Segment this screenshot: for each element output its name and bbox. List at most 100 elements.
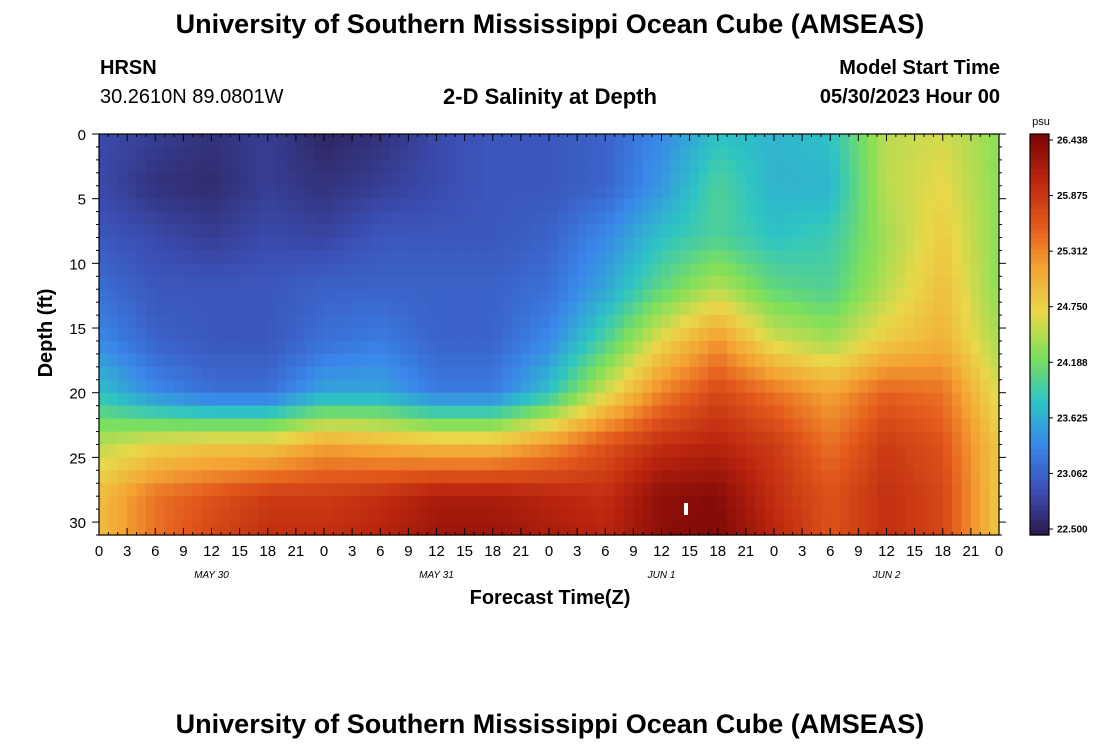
heatmap-cell: [858, 418, 869, 433]
heatmap-cell: [614, 159, 625, 174]
heatmap-cell: [295, 444, 306, 458]
heatmap-cell: [792, 211, 803, 226]
heatmap-cell: [155, 250, 166, 264]
heatmap-cell: [427, 418, 438, 433]
heatmap-cell: [258, 224, 269, 239]
heatmap-cell: [764, 263, 775, 277]
heatmap-cell: [352, 457, 363, 471]
heatmap-cell: [127, 353, 138, 368]
heatmap-cell: [736, 172, 747, 187]
heatmap-cell: [492, 431, 503, 446]
heatmap-cell: [717, 250, 728, 264]
heatmap-cell: [680, 211, 691, 226]
heatmap-cell: [455, 431, 466, 446]
heatmap-cell: [464, 392, 475, 407]
heatmap-cell: [914, 185, 925, 200]
heatmap-cell: [989, 224, 1000, 239]
heatmap-cell: [942, 263, 953, 277]
heatmap-cell: [370, 185, 381, 200]
heatmap-cell: [736, 418, 747, 433]
heatmap-cell: [530, 159, 541, 174]
heatmap-cell: [614, 263, 625, 277]
heatmap-cell: [352, 496, 363, 510]
heatmap-cell: [474, 211, 484, 226]
salinity-heatmap-chart: 0 3 6 9 12 15 18 21 0 3 6 9 12 15 18 21 0 3 6 9 12 15 18 21 0 3 6 9…: [35, 116, 1088, 609]
heatmap-cell: [595, 418, 606, 433]
heatmap-cell: [127, 211, 138, 226]
heatmap-cell: [258, 353, 269, 368]
heatmap-cell: [774, 470, 784, 484]
heatmap-cell: [942, 392, 953, 407]
heatmap-cell: [764, 185, 775, 200]
heatmap-cell: [792, 250, 803, 264]
heatmap-cell: [577, 185, 588, 200]
heatmap-cell: [586, 444, 597, 458]
heatmap-cell: [764, 146, 775, 161]
heatmap-cell: [220, 418, 231, 433]
heatmap-cell: [661, 185, 672, 200]
heatmap-cell: [670, 159, 681, 174]
heatmap-cell: [258, 315, 269, 329]
x-tick-label: 18: [259, 543, 276, 560]
heatmap-cell: [886, 134, 897, 148]
heatmap-cell: [745, 496, 756, 510]
heatmap-cell: [914, 392, 925, 407]
heatmap-cell: [605, 159, 616, 174]
heatmap-cell: [652, 340, 663, 355]
heatmap-cell: [211, 353, 222, 368]
heatmap-cell: [417, 159, 428, 174]
heatmap-cell: [708, 159, 719, 174]
heatmap-cell: [895, 353, 906, 368]
heatmap-cell: [136, 185, 147, 200]
heatmap-cell: [708, 172, 719, 187]
heatmap-cell: [230, 328, 241, 342]
heatmap-cell: [970, 444, 981, 458]
heatmap-cell: [802, 146, 813, 161]
heatmap-cell: [445, 340, 456, 355]
heatmap-cell: [352, 159, 363, 174]
heatmap-cell: [670, 509, 681, 523]
heatmap-cell: [230, 250, 241, 264]
heatmap-cell: [277, 237, 288, 252]
heatmap-cell: [699, 198, 709, 213]
heatmap-cell: [145, 328, 156, 342]
heatmap-cell: [549, 211, 559, 226]
heatmap-cell: [361, 276, 372, 290]
heatmap-cell: [764, 379, 775, 394]
heatmap-cell: [933, 276, 944, 290]
heatmap-cell: [520, 366, 531, 381]
footer-title: University of Southern Mississippi Ocean…: [175, 709, 925, 739]
heatmap-cell: [933, 522, 944, 536]
heatmap-cell: [136, 263, 147, 277]
heatmap-cell: [502, 302, 513, 316]
heatmap-cell: [867, 224, 878, 239]
heatmap-cell: [408, 366, 419, 381]
heatmap-cell: [839, 353, 850, 368]
heatmap-cell: [192, 496, 203, 510]
heatmap-cell: [445, 392, 456, 407]
heatmap-cell: [539, 172, 550, 187]
heatmap-cell: [811, 379, 822, 394]
heatmap-cell: [858, 328, 869, 342]
heatmap-cell: [211, 198, 222, 213]
heatmap-cell: [942, 134, 953, 148]
heatmap-cell: [764, 444, 775, 458]
heatmap-cell: [549, 379, 559, 394]
heatmap-cell: [117, 211, 128, 226]
heatmap-cell: [408, 302, 419, 316]
heatmap-cell: [567, 211, 578, 226]
heatmap-cell: [417, 276, 428, 290]
heatmap-cell: [858, 289, 869, 303]
heatmap-cell: [717, 211, 728, 226]
heatmap-cell: [286, 431, 297, 446]
heatmap-cell: [220, 509, 231, 523]
heatmap-cell: [324, 146, 334, 161]
heatmap-cell: [342, 444, 353, 458]
heatmap-cell: [717, 522, 728, 536]
heatmap-cell: [886, 405, 897, 420]
heatmap-cell: [661, 431, 672, 446]
heatmap-cell: [567, 418, 578, 433]
heatmap-cell: [549, 405, 559, 420]
heatmap-cell: [558, 457, 569, 471]
heatmap-cell: [117, 237, 128, 252]
